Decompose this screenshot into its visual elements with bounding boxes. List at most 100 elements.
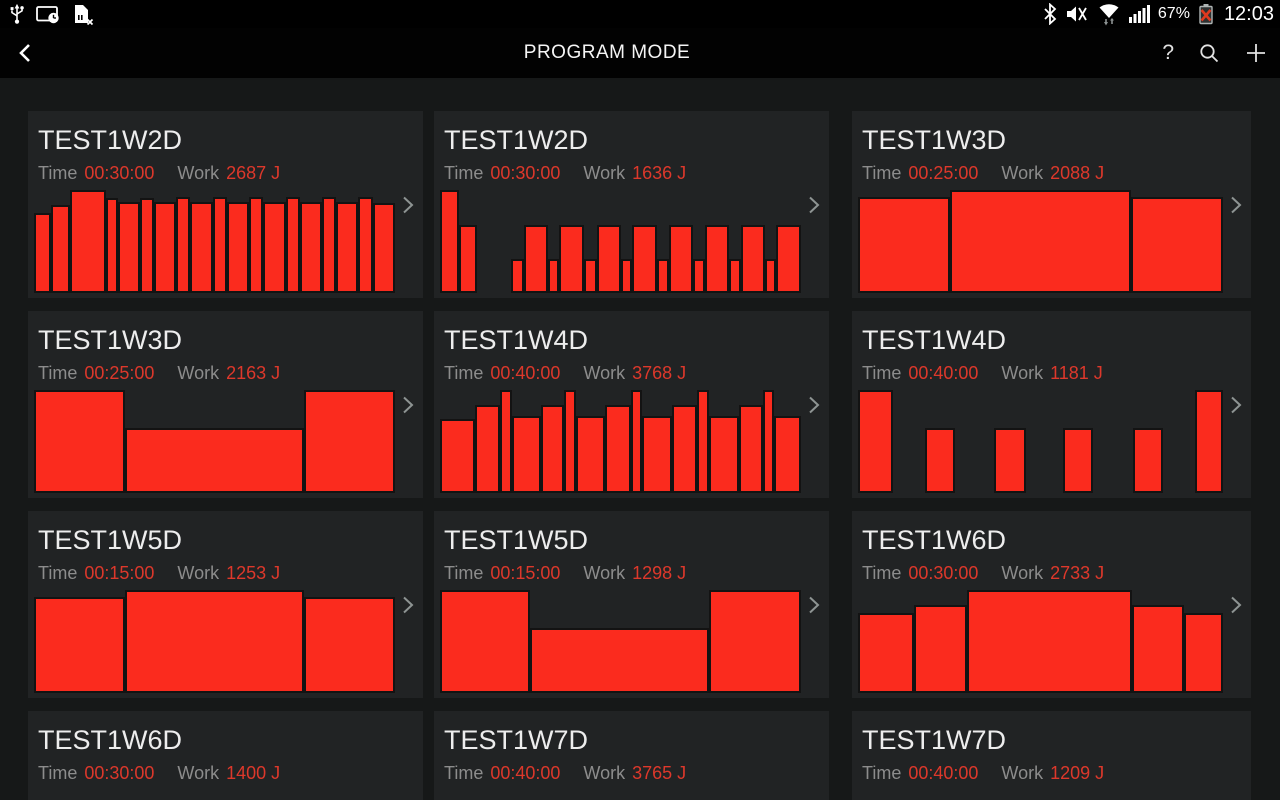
- program-title: TEST1W2D: [38, 125, 183, 155]
- program-card[interactable]: TEST1W3D Time 00:25:00 Work 2163 J: [28, 311, 423, 498]
- chart-bar: [1132, 428, 1163, 493]
- program-bar-chart: [440, 790, 801, 800]
- chart-bar: [708, 590, 801, 693]
- time-label: Time: [38, 763, 78, 783]
- program-card[interactable]: TEST1W7D Time 00:40:00 Work 1209 J: [852, 711, 1251, 800]
- program-bar-chart: [34, 390, 395, 493]
- time-label: Time: [444, 763, 484, 783]
- usb-icon: [10, 3, 24, 24]
- signal-strength-icon: [1128, 5, 1150, 23]
- chart-bar: [176, 197, 190, 293]
- work-value: 2687 J: [226, 163, 281, 183]
- chart-bar: [299, 202, 322, 293]
- chart-bar: [321, 197, 337, 293]
- program-card[interactable]: TEST1W5D Time 00:15:00 Work 1253 J: [28, 511, 423, 698]
- program-title: TEST1W6D: [38, 725, 183, 755]
- work-label: Work: [177, 163, 220, 183]
- program-title: TEST1W3D: [38, 325, 183, 355]
- time-label: Time: [38, 363, 78, 383]
- work-label: Work: [1001, 563, 1044, 583]
- chart-bar: [34, 390, 125, 493]
- time-label: Time: [862, 163, 902, 183]
- chart-bar: [540, 405, 565, 493]
- work-label: Work: [1001, 163, 1044, 183]
- program-meta: Time 00:40:00 Work 1181 J: [852, 356, 1251, 384]
- chart-bar: [70, 190, 106, 293]
- chart-bar: [709, 415, 739, 493]
- chart-bar: [620, 259, 633, 293]
- program-card[interactable]: TEST1W4D Time 00:40:00 Work 3768 J: [434, 311, 829, 498]
- chart-bar: [740, 225, 765, 293]
- program-card[interactable]: TEST1W2D Time 00:30:00 Work 1636 J: [434, 111, 829, 298]
- program-card[interactable]: TEST1W4D Time 00:40:00 Work 1181 J: [852, 311, 1251, 498]
- program-card[interactable]: TEST1W5D Time 00:15:00 Work 1298 J: [434, 511, 829, 698]
- chart-bar: [440, 190, 460, 293]
- chart-bar: [34, 212, 51, 293]
- chart-bar: [858, 612, 915, 693]
- chart-bar: [596, 225, 621, 293]
- time-value: 00:15:00: [490, 563, 561, 583]
- work-value: 1181 J: [1050, 363, 1103, 383]
- chart-bar: [950, 190, 1131, 293]
- program-meta: Time 00:15:00 Work 1298 J: [434, 556, 829, 584]
- chart-bar: [575, 415, 606, 493]
- work-label: Work: [1001, 763, 1044, 783]
- time-value: 00:40:00: [490, 363, 561, 383]
- chart-bar: [630, 390, 643, 493]
- program-bar-chart: [440, 390, 802, 493]
- work-value: 3765 J: [632, 763, 687, 783]
- chart-bar: [511, 415, 541, 493]
- work-value: 1253 J: [226, 563, 281, 583]
- program-title: TEST1W5D: [444, 525, 589, 555]
- chart-bar: [764, 259, 777, 293]
- chart-bar: [668, 225, 694, 293]
- work-value: 1636 J: [632, 163, 687, 183]
- help-icon[interactable]: ?: [1162, 41, 1174, 64]
- program-title: TEST1W2D: [444, 125, 589, 155]
- status-clock: 12:03: [1223, 2, 1274, 25]
- program-title: TEST1W7D: [444, 725, 589, 755]
- chart-bar: [924, 428, 956, 493]
- program-card[interactable]: TEST1W3D Time 00:25:00 Work 2088 J: [852, 111, 1251, 298]
- chart-bar: [564, 390, 576, 493]
- time-label: Time: [444, 363, 484, 383]
- status-bar-right: 67% 12:03: [1042, 2, 1274, 26]
- chart-bar: [440, 418, 475, 493]
- program-title: TEST1W3D: [862, 125, 1007, 155]
- program-bar-chart: [440, 590, 801, 693]
- chart-bar: [153, 202, 177, 293]
- program-card[interactable]: TEST1W6D Time 00:30:00 Work 1400 J: [28, 711, 423, 800]
- work-label: Work: [1001, 363, 1044, 383]
- action-bar-actions: ?: [1162, 28, 1268, 78]
- chevron-right-icon: [1231, 196, 1242, 213]
- chart-bar: [642, 415, 673, 493]
- chevron-right-icon: [809, 196, 820, 213]
- program-bar-chart: [34, 790, 395, 800]
- time-value: 00:30:00: [908, 563, 979, 583]
- program-card[interactable]: TEST1W7D Time 00:40:00 Work 3765 J: [434, 711, 829, 800]
- program-card[interactable]: TEST1W6D Time 00:30:00 Work 2733 J: [852, 511, 1251, 698]
- program-card[interactable]: TEST1W2D Time 00:30:00 Work 2687 J: [28, 111, 423, 298]
- chart-bar: [858, 197, 950, 293]
- search-icon[interactable]: [1198, 42, 1220, 64]
- program-bar-chart: [34, 190, 395, 293]
- chart-bar: [530, 628, 709, 693]
- screen-share-clock-icon: [36, 6, 59, 24]
- work-label: Work: [177, 363, 220, 383]
- back-chevron-icon[interactable]: [14, 41, 38, 65]
- add-icon[interactable]: [1244, 41, 1268, 65]
- time-value: 00:15:00: [84, 563, 155, 583]
- chart-bar: [34, 597, 126, 693]
- chart-bar: [212, 197, 227, 293]
- chart-bar: [125, 590, 304, 693]
- program-meta: Time 00:25:00 Work 2163 J: [28, 356, 423, 384]
- chart-bar: [858, 390, 893, 493]
- chart-bar: [440, 590, 531, 693]
- work-label: Work: [583, 563, 626, 583]
- chart-bar: [50, 205, 71, 293]
- wifi-icon: [1099, 4, 1119, 26]
- time-value: 00:25:00: [84, 363, 155, 383]
- work-label: Work: [583, 363, 626, 383]
- work-label: Work: [583, 763, 626, 783]
- time-value: 00:30:00: [84, 163, 155, 183]
